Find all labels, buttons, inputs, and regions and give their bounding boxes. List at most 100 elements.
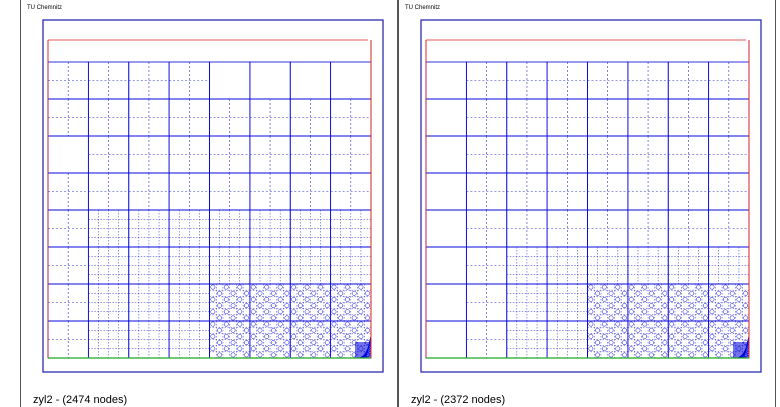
refine-node <box>217 303 223 308</box>
refine-node <box>595 327 601 333</box>
refine-node <box>331 334 337 339</box>
refine-node <box>244 290 249 296</box>
refine-node <box>237 284 243 290</box>
refine-node <box>291 284 297 290</box>
refine-node <box>318 346 323 352</box>
refine-node <box>284 290 290 296</box>
refine-node <box>743 290 749 296</box>
refine-node <box>264 297 270 302</box>
refine-node <box>351 303 357 308</box>
refine-node <box>642 334 648 339</box>
refine-node <box>271 290 276 296</box>
refine-node <box>682 297 688 302</box>
refine-node <box>210 297 216 302</box>
refine-node <box>723 284 728 290</box>
refine-node <box>365 327 371 333</box>
refine-node <box>230 303 236 308</box>
refine-node <box>709 321 715 327</box>
refine-node <box>223 321 229 327</box>
refine-node <box>601 321 607 327</box>
refine-node <box>338 327 344 333</box>
refine-node <box>324 352 330 358</box>
refine-node <box>358 297 364 302</box>
refine-node <box>615 321 621 327</box>
refine-node <box>277 284 283 290</box>
refine-node <box>250 334 256 339</box>
refine-node <box>622 327 627 333</box>
panel-header: TU Chemnitz <box>405 5 441 11</box>
refine-node <box>736 297 742 302</box>
mesh-figure <box>420 19 762 373</box>
refine-node <box>716 327 722 333</box>
refine-node <box>217 340 223 345</box>
refine-node <box>649 315 654 321</box>
refine-node <box>615 346 621 352</box>
refine-node <box>709 297 715 302</box>
refine-node <box>345 309 350 315</box>
refine-node <box>689 340 695 345</box>
refine-node <box>675 303 681 308</box>
refine-node <box>345 346 350 352</box>
refine-node <box>358 321 364 327</box>
refine-node <box>716 303 722 308</box>
refine-node <box>723 334 728 339</box>
refine-node <box>716 352 722 358</box>
refine-node <box>304 346 310 352</box>
refine-node <box>729 315 735 321</box>
refine-node <box>351 290 357 296</box>
refine-node <box>649 352 654 358</box>
refine-node <box>244 303 249 308</box>
refine-node <box>608 315 614 321</box>
refine-node <box>669 334 675 339</box>
refine-node <box>217 315 223 321</box>
refine-node <box>669 346 675 352</box>
refine-node <box>588 284 594 290</box>
refine-node <box>297 340 303 345</box>
refine-node <box>358 334 364 339</box>
refine-node <box>271 327 276 333</box>
refine-node <box>338 352 344 358</box>
refine-node <box>331 309 337 315</box>
refine-node <box>223 346 229 352</box>
refine-node <box>338 315 344 321</box>
refine-node <box>277 334 283 339</box>
refine-node <box>284 303 290 308</box>
refine-node <box>324 290 330 296</box>
refine-node <box>675 340 681 345</box>
refine-node <box>696 334 701 339</box>
refine-node <box>696 297 701 302</box>
refine-node <box>675 327 681 333</box>
refine-node <box>615 309 621 315</box>
refine-node <box>264 309 270 315</box>
mesh-caption: zyl2 - (2474 nodes) <box>33 394 128 406</box>
refine-node <box>729 290 735 296</box>
refine-node <box>723 321 728 327</box>
refine-node <box>635 315 641 321</box>
refine-node <box>217 290 223 296</box>
refine-node <box>635 290 641 296</box>
refine-node <box>595 303 601 308</box>
refine-node <box>365 290 371 296</box>
mesh-cell <box>425 209 467 248</box>
mesh-cell <box>425 172 467 211</box>
refine-node <box>210 321 216 327</box>
refine-node <box>338 290 344 296</box>
refine-node <box>601 309 607 315</box>
refine-node <box>736 284 742 290</box>
refine-node <box>628 309 634 315</box>
refine-node <box>682 284 688 290</box>
refine-node <box>655 334 661 339</box>
refine-node <box>615 297 621 302</box>
refine-node <box>649 327 654 333</box>
refine-node <box>702 290 708 296</box>
refine-node <box>291 297 297 302</box>
refine-node <box>716 340 722 345</box>
refine-node <box>318 321 323 327</box>
refine-node <box>210 346 216 352</box>
refine-node <box>271 352 276 358</box>
refine-node <box>257 340 263 345</box>
refine-node <box>230 290 236 296</box>
refine-node <box>601 346 607 352</box>
refine-node <box>628 284 634 290</box>
refine-node <box>642 309 648 315</box>
